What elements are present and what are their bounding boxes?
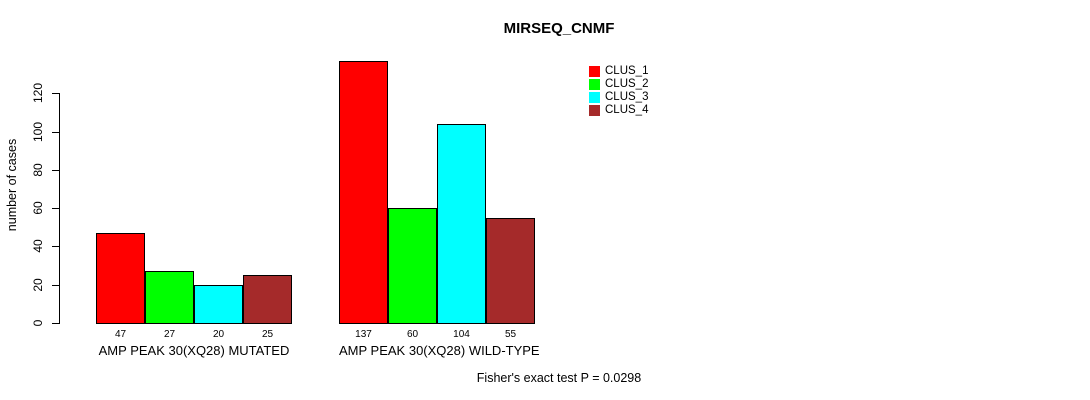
bar-value-label: 27 [163,329,176,340]
group-label: AMP PEAK 30(XQ28) WILD-TYPE [339,343,540,358]
y-tick-label: 100 [31,121,45,142]
legend-label-clus_3: CLUS_3 [605,91,649,103]
bar-clus_3 [194,284,243,324]
bar-value-label: 47 [114,329,127,340]
bar-clus_3 [437,123,486,324]
y-tick [52,93,59,95]
y-tick [52,246,59,248]
bar-value-label: 104 [453,329,470,340]
legend-swatch-clus_4 [589,105,600,116]
bar-value-label: 55 [504,329,517,340]
legend-label-clus_4: CLUS_4 [605,104,649,116]
legend-label-clus_1: CLUS_1 [605,65,649,77]
y-tick-label: 40 [31,239,45,254]
y-axis-label: number of cases [5,138,19,232]
legend-swatch-clus_3 [589,92,600,103]
y-tick-label: 80 [31,163,45,177]
bar-clus_2 [145,271,194,324]
y-tick [52,131,59,133]
bar-value-label: 137 [355,329,372,340]
chart-title: MIRSEQ_CNMF [503,20,615,37]
group-label: AMP PEAK 30(XQ28) MUTATED [98,343,290,358]
bar-value-label: 20 [212,329,225,340]
bar-clus_4 [243,275,292,324]
bar-clus_2 [388,208,437,324]
y-tick [52,284,59,286]
fisher-test-annotation: Fisher's exact test P = 0.0298 [476,371,642,385]
y-tick [52,169,59,171]
legend-swatch-clus_1 [589,66,600,77]
bar-clus_4 [486,217,535,324]
legend-swatch-clus_2 [589,79,600,90]
y-tick [52,208,59,210]
y-tick-label: 60 [31,201,45,215]
y-tick-label: 20 [31,278,45,292]
y-tick [52,323,59,324]
y-axis-line [59,93,60,324]
bar-value-label: 60 [406,329,419,340]
y-tick-label: 120 [31,83,45,104]
legend-label-clus_2: CLUS_2 [605,78,649,90]
bar-clus_1 [339,60,388,324]
bar-value-label: 25 [261,329,274,340]
bar-clus_1 [96,233,145,324]
y-tick-label: 0 [31,319,45,327]
